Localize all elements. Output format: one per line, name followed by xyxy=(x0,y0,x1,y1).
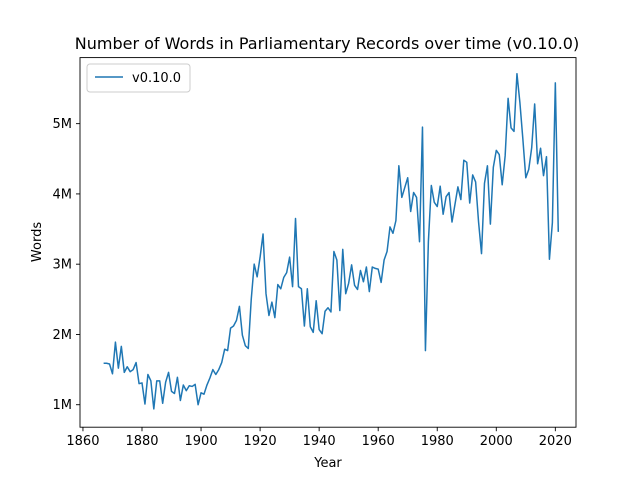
x-tick-label: 1980 xyxy=(421,434,454,449)
plot-area xyxy=(103,73,560,410)
y-tick-label: 3M xyxy=(53,258,73,273)
x-tick-label: 1900 xyxy=(185,434,218,449)
x-tick-label: 1880 xyxy=(125,434,158,449)
x-tick-label: 1940 xyxy=(303,434,336,449)
y-tick-label: 4M xyxy=(53,187,73,202)
legend-label: v0.10.0 xyxy=(132,71,181,86)
x-tick-label: 1960 xyxy=(362,434,395,449)
y-axis: 1M 2M 3M 4M 5M xyxy=(53,117,80,413)
y-tick-label: 5M xyxy=(53,117,73,132)
axes-frame xyxy=(79,57,577,428)
x-tick-label: 2020 xyxy=(539,434,572,449)
chart-title: Number of Words in Parliamentary Records… xyxy=(75,34,579,53)
x-axis-label: Year xyxy=(313,456,342,471)
legend-box xyxy=(86,63,191,93)
x-tick-label: 1920 xyxy=(244,434,277,449)
legend: v0.10.0 xyxy=(86,63,191,93)
x-tick-label: 1860 xyxy=(66,434,99,449)
x-axis: 1860 1880 1900 1920 1940 1960 1980 2000 2020 xyxy=(66,427,572,449)
y-axis-label: Words xyxy=(30,222,45,262)
y-tick-label: 2M xyxy=(53,328,73,343)
series-line-0 xyxy=(103,73,560,410)
y-tick-label: 1M xyxy=(53,398,73,413)
x-tick-label: 2000 xyxy=(480,434,513,449)
